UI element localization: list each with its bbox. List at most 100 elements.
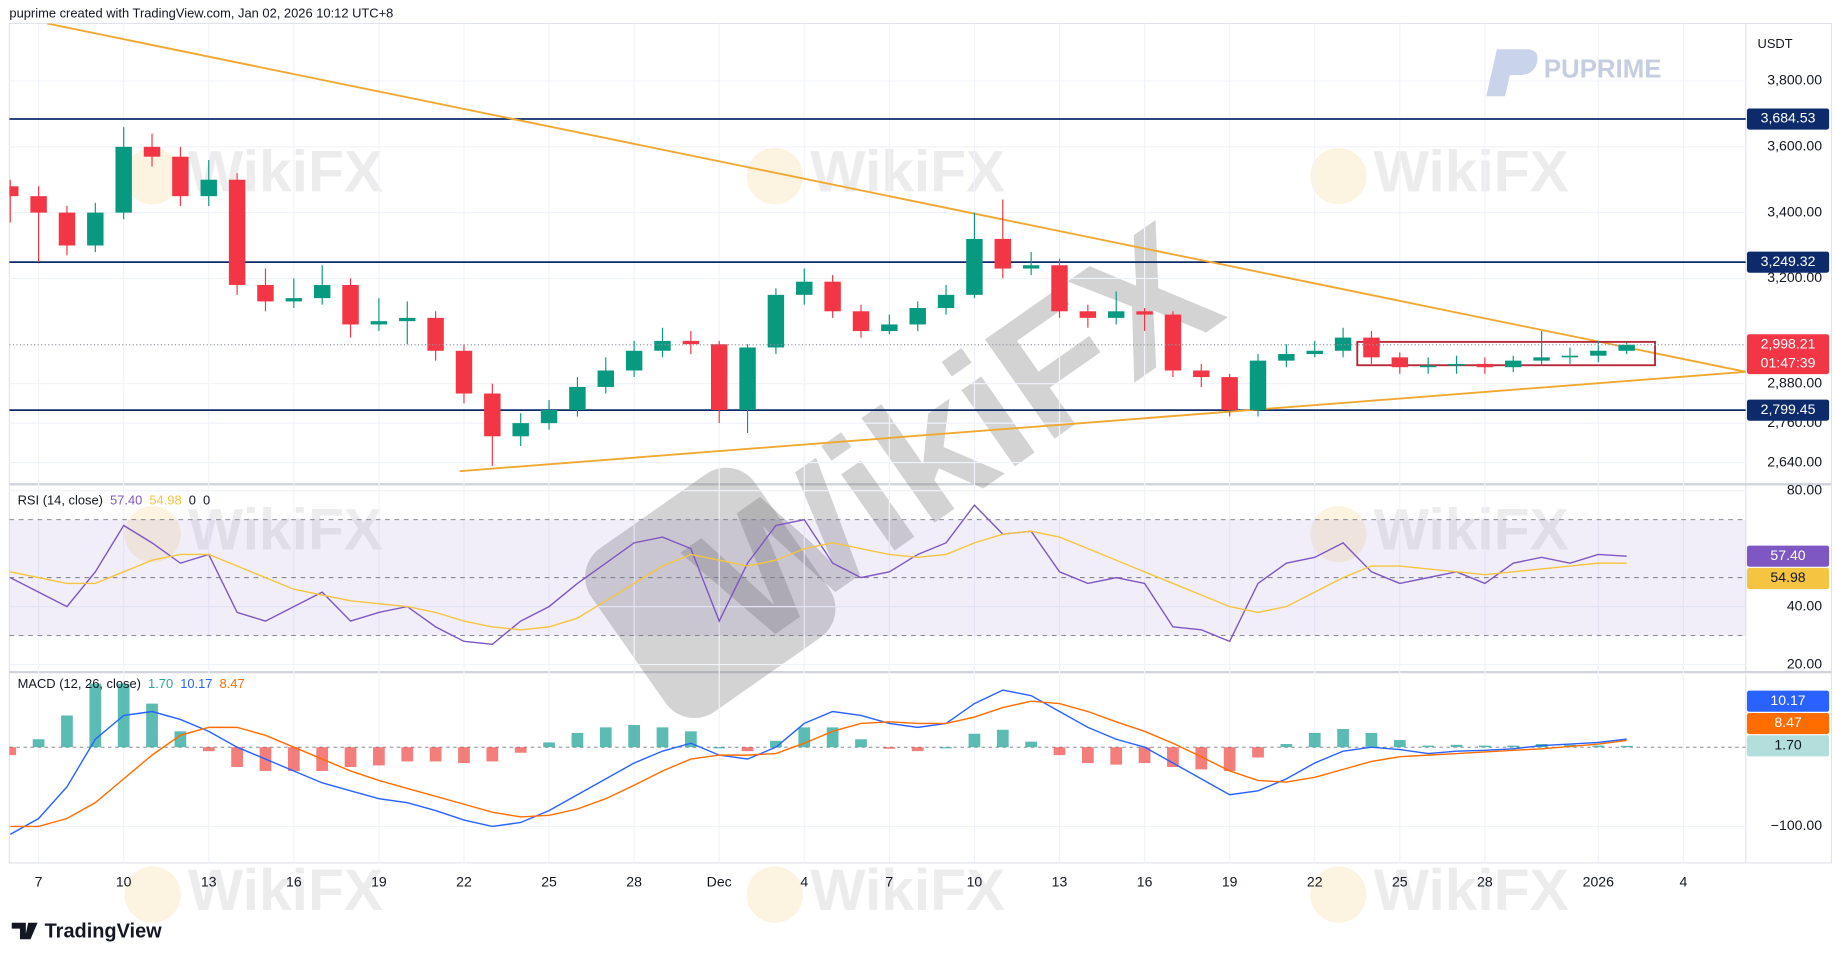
candle-body: [540, 409, 558, 424]
macd-line: [10, 700, 1627, 828]
histogram-bar: [571, 732, 584, 748]
histogram-bar: [1507, 745, 1520, 748]
watermark: WikiFX: [188, 140, 383, 205]
candle-body: [1022, 265, 1040, 269]
axis-price-tag: [1746, 545, 1830, 567]
x-tick-label: 22: [1307, 874, 1323, 890]
logo-mark: [1486, 49, 1538, 97]
chart-frame: [8, 22, 1833, 864]
candle-body: [682, 340, 700, 345]
x-tick-label: 28: [1477, 874, 1493, 890]
axis-price-tag-text: 57.40: [1770, 547, 1805, 563]
indicator-header: 0: [203, 493, 210, 508]
axis-price-tag: [1746, 108, 1830, 130]
histogram-bar: [940, 747, 952, 749]
watermark-icon: [124, 147, 181, 205]
histogram-bar: [146, 703, 158, 748]
x-tick-label: 28: [626, 874, 642, 890]
candle-body: [739, 347, 756, 410]
histogram-bar: [1025, 741, 1038, 748]
indicator-header: MACD (12, 26, close): [18, 676, 141, 691]
axis-price-tag: [1746, 690, 1830, 712]
candle-body: [1051, 265, 1068, 312]
watermark: WikiFX: [810, 858, 1005, 923]
candle-body: [172, 156, 189, 197]
axis-price-tag: [1746, 399, 1830, 421]
histogram-bar: [713, 747, 726, 749]
x-tick-label: 19: [1222, 874, 1238, 890]
histogram-bar: [174, 731, 187, 748]
candle-body: [30, 196, 47, 213]
macd-plot: [9, 683, 1746, 835]
candle-body: [1278, 354, 1295, 361]
histogram-bar: [911, 747, 924, 752]
candle-body: [342, 284, 359, 325]
candle-body: [767, 294, 785, 348]
histogram-bar: [1592, 745, 1605, 748]
axis-price-tag: [1746, 712, 1830, 735]
currency-label: USDT: [1758, 36, 1793, 51]
candle-body: [484, 393, 501, 437]
candle-body: [427, 317, 444, 351]
watermark-icon: [124, 866, 181, 923]
candle-body: [597, 370, 614, 387]
candle-body: [852, 311, 870, 332]
histogram-bar: [996, 729, 1009, 748]
macd-line: [9, 689, 1627, 835]
y-tick-label: 3,800.00: [1767, 72, 1822, 88]
candle-body: [1561, 355, 1579, 358]
candle-body: [1136, 311, 1153, 315]
candle-body: [313, 284, 331, 299]
y-tick-label: 20.00: [1787, 655, 1822, 671]
watermark-icon: [1310, 866, 1367, 923]
axis-price-tag: [1746, 251, 1830, 273]
candle-body: [1448, 363, 1465, 366]
histogram-bar: [1393, 740, 1406, 748]
y-tick-label: −100.00: [1771, 817, 1822, 833]
trendline: [46, 23, 1746, 373]
histogram-bar: [1167, 747, 1179, 768]
candle-body: [1419, 365, 1437, 368]
current-price-text: 2,998.21: [1761, 335, 1816, 351]
rsi-line: [10, 530, 1627, 631]
histogram-bar: [798, 727, 811, 748]
candle-body: [994, 238, 1012, 269]
indicator-header: 57.40: [110, 493, 142, 508]
histogram-bar: [401, 747, 414, 762]
histogram-bar: [287, 747, 300, 771]
candle-body: [1108, 311, 1125, 318]
histogram-bar: [1081, 747, 1094, 764]
x-tick-label: 19: [371, 874, 387, 890]
histogram-bar: [684, 731, 697, 748]
x-tick-label: 2026: [1583, 874, 1614, 890]
candle-body: [569, 386, 586, 410]
candle-body: [824, 281, 841, 312]
candle-body: [1505, 360, 1522, 368]
histogram-bar: [32, 739, 45, 748]
histogram-bar: [1422, 745, 1435, 748]
x-tick-label: 10: [116, 874, 132, 890]
axis-price-tag-text: 54.98: [1770, 569, 1805, 585]
histogram-bar: [61, 715, 73, 748]
countdown-text: 01:47:39: [1761, 354, 1816, 370]
candle-body: [1533, 357, 1550, 361]
watermark: WikiFX: [188, 498, 383, 563]
watermark: WikiFX: [1374, 498, 1569, 563]
y-tick-label: 3,200.00: [1767, 269, 1822, 285]
histogram-bar: [1365, 732, 1378, 748]
watermark-icon: [1310, 147, 1367, 205]
axis-price-tag: [1746, 567, 1830, 590]
y-tick-label: 2,640.00: [1767, 453, 1822, 469]
watermark: WikiFX: [1374, 140, 1569, 205]
histogram-bar: [429, 747, 442, 762]
x-tick-label: 13: [201, 874, 217, 890]
candle-body: [1590, 350, 1607, 356]
plot-data: [9, 23, 1746, 835]
histogram-bar: [543, 742, 555, 748]
histogram-bar: [1053, 747, 1066, 756]
axis-price-tag-text: 3,684.53: [1761, 110, 1816, 126]
candle-body: [200, 179, 217, 197]
candle-body: [909, 308, 926, 325]
histogram-bar: [514, 747, 527, 753]
